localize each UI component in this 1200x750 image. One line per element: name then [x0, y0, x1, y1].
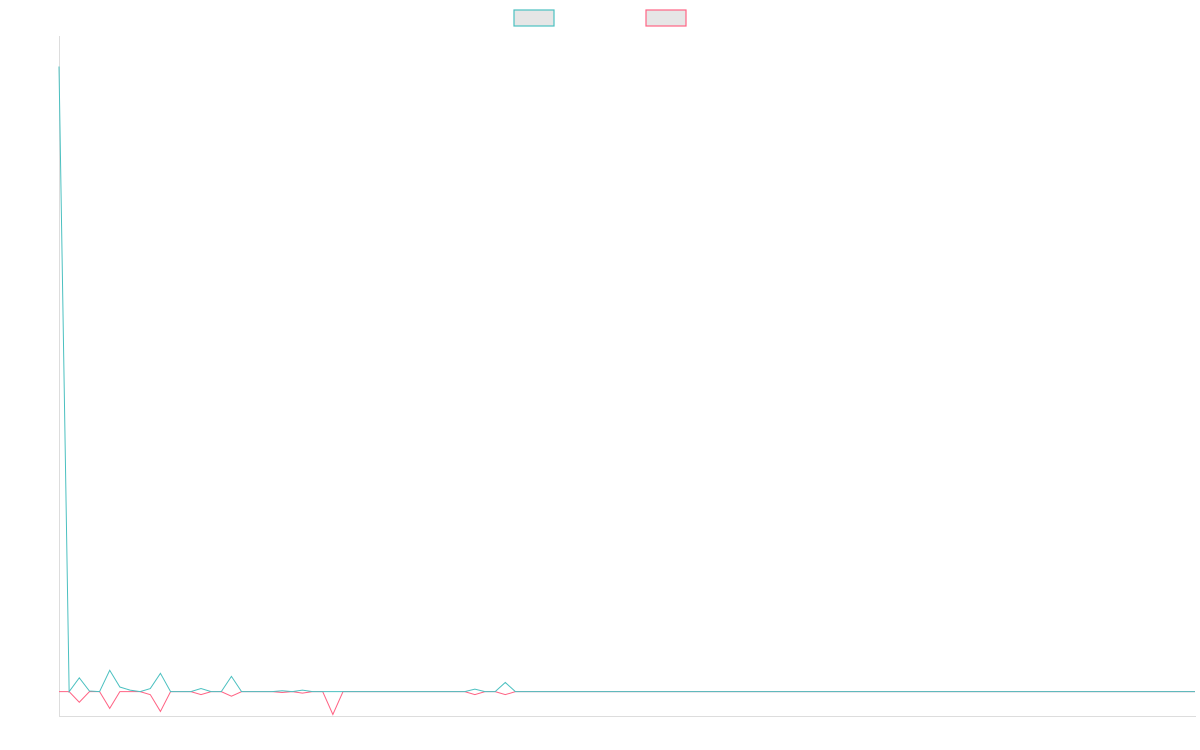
legend-swatch-1 [513, 9, 555, 27]
axes [59, 36, 1196, 717]
legend [513, 9, 687, 27]
series-line-2 [59, 691, 1195, 716]
series-lines [58, 66, 1195, 716]
legend-swatch-2 [645, 9, 687, 27]
legend-item-1[interactable] [513, 9, 555, 27]
series-line-1 [58, 66, 1195, 694]
legend-item-2[interactable] [645, 9, 687, 27]
